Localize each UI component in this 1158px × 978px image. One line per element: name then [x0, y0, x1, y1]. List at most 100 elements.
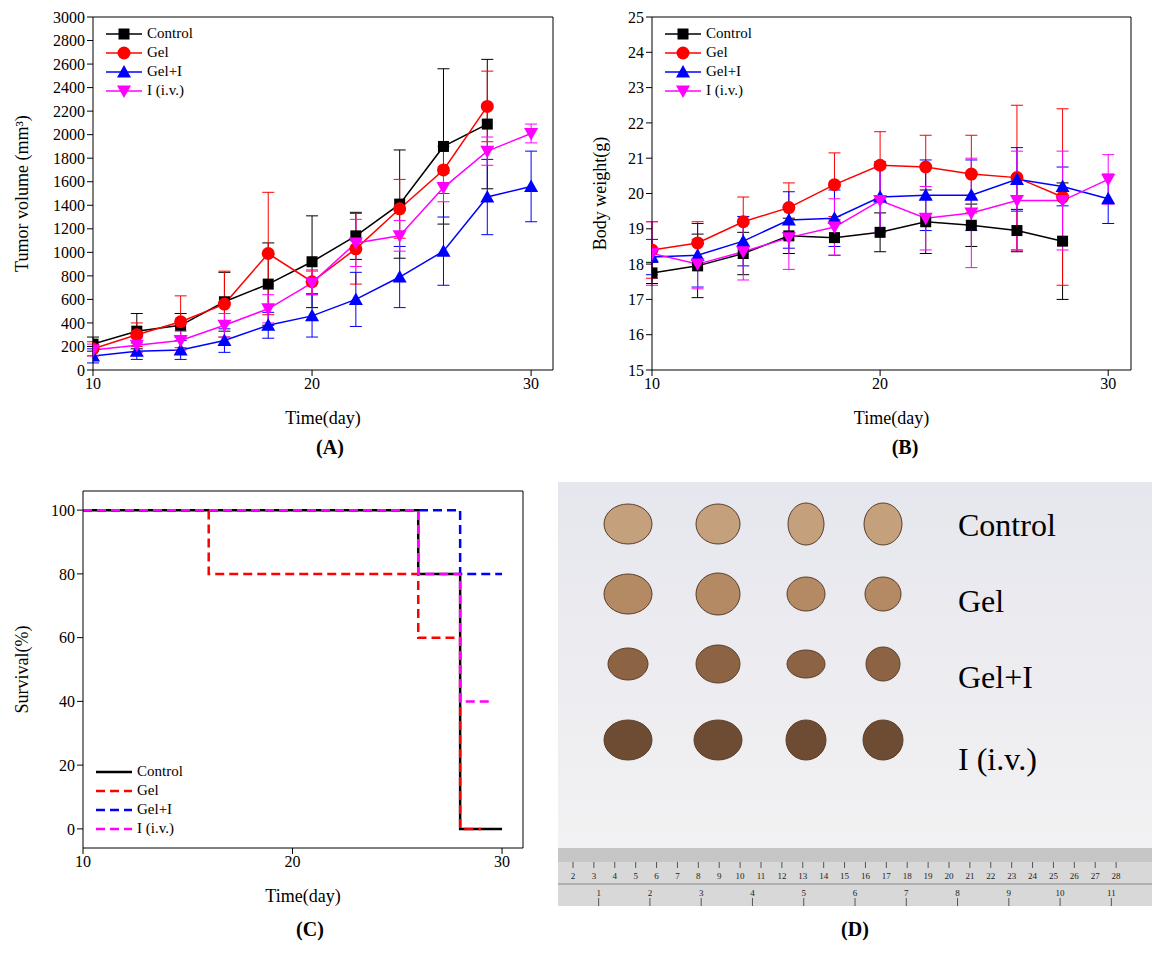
svg-text:15: 15	[840, 871, 850, 881]
svg-text:17: 17	[628, 291, 644, 308]
svg-text:8: 8	[955, 888, 960, 898]
html-text:(D): (D)	[841, 918, 869, 940]
svg-text:2: 2	[571, 871, 576, 881]
svg-text:28: 28	[1112, 871, 1122, 881]
svg-text:11: 11	[1107, 888, 1116, 898]
svg-text:Time(day): Time(day)	[265, 886, 340, 907]
svg-text:22: 22	[986, 871, 995, 881]
svg-text:19: 19	[924, 871, 934, 881]
html-text:I (i.v.): I (i.v.)	[147, 82, 184, 98]
svg-text:25: 25	[1049, 871, 1059, 881]
svg-text:16: 16	[861, 871, 871, 881]
svg-text:I (i.v.): I (i.v.)	[958, 741, 1037, 777]
svg-text:9: 9	[717, 871, 722, 881]
svg-text:600: 600	[61, 291, 85, 308]
svg-text:19: 19	[628, 220, 644, 237]
html-text:Control: Control	[706, 25, 752, 41]
svg-text:2600: 2600	[53, 56, 85, 73]
svg-text:Survival(%): Survival(%)	[12, 626, 33, 714]
svg-text:23: 23	[1007, 871, 1017, 881]
svg-text:9: 9	[1007, 888, 1012, 898]
svg-text:2400: 2400	[53, 79, 85, 96]
svg-text:8: 8	[696, 871, 701, 881]
svg-text:400: 400	[61, 315, 85, 332]
svg-text:20: 20	[304, 375, 320, 392]
svg-text:15: 15	[628, 362, 644, 379]
svg-text:2800: 2800	[53, 32, 85, 49]
svg-text:23: 23	[628, 79, 644, 96]
svg-text:30: 30	[494, 853, 510, 870]
svg-text:3000: 3000	[53, 9, 85, 26]
svg-text:10: 10	[736, 871, 746, 881]
svg-text:10: 10	[75, 853, 91, 870]
svg-text:20: 20	[285, 853, 301, 870]
svg-text:1000: 1000	[53, 244, 85, 261]
svg-text:5: 5	[801, 888, 806, 898]
svg-text:0: 0	[67, 821, 75, 838]
svg-text:80: 80	[59, 566, 75, 583]
svg-text:200: 200	[61, 338, 85, 355]
svg-text:10: 10	[85, 375, 101, 392]
svg-text:21: 21	[628, 150, 644, 167]
svg-text:3: 3	[699, 888, 704, 898]
svg-text:26: 26	[1070, 871, 1080, 881]
svg-text:20: 20	[872, 375, 888, 392]
svg-text:25: 25	[628, 9, 644, 26]
svg-text:22: 22	[628, 115, 644, 132]
svg-text:2: 2	[648, 888, 653, 898]
svg-text:1200: 1200	[53, 220, 85, 237]
svg-text:11: 11	[757, 871, 766, 881]
svg-text:100: 100	[51, 502, 75, 519]
svg-text:10: 10	[644, 375, 660, 392]
svg-text:1600: 1600	[53, 173, 85, 190]
html-text:Control: Control	[147, 25, 193, 41]
svg-text:12: 12	[777, 871, 786, 881]
svg-text:40: 40	[59, 693, 75, 710]
html-text:Gel: Gel	[706, 44, 728, 60]
svg-text:14: 14	[819, 871, 829, 881]
svg-text:18: 18	[903, 871, 913, 881]
svg-text:Time(day): Time(day)	[854, 408, 929, 429]
svg-text:13: 13	[798, 871, 808, 881]
svg-text:5: 5	[633, 871, 638, 881]
svg-text:7: 7	[675, 871, 680, 881]
svg-text:Body weight(g): Body weight(g)	[590, 137, 611, 250]
svg-text:3: 3	[592, 871, 597, 881]
svg-text:Gel: Gel	[958, 583, 1004, 619]
svg-text:20: 20	[628, 185, 644, 202]
svg-text:1400: 1400	[53, 197, 85, 214]
svg-text:800: 800	[61, 268, 85, 285]
svg-text:Control: Control	[958, 507, 1056, 543]
svg-text:0: 0	[77, 362, 85, 379]
svg-text:Tumor volume (mm³): Tumor volume (mm³)	[12, 115, 33, 272]
svg-text:10: 10	[1056, 888, 1066, 898]
svg-text:7: 7	[904, 888, 909, 898]
svg-text:Gel+I: Gel+I	[958, 659, 1033, 695]
svg-text:4: 4	[613, 871, 618, 881]
svg-text:17: 17	[882, 871, 892, 881]
svg-text:2000: 2000	[53, 126, 85, 143]
svg-text:Time(day): Time(day)	[285, 408, 360, 429]
html-text:(B): (B)	[891, 436, 919, 458]
svg-text:30: 30	[1100, 375, 1116, 392]
svg-text:21: 21	[965, 871, 974, 881]
html-text:(A): (A)	[316, 436, 344, 458]
svg-text:27: 27	[1091, 871, 1101, 881]
html-text:Gel: Gel	[147, 44, 169, 60]
html-text:(C): (C)	[296, 918, 324, 940]
svg-text:16: 16	[628, 326, 644, 343]
svg-text:2200: 2200	[53, 103, 85, 120]
svg-text:24: 24	[628, 44, 644, 61]
svg-text:24: 24	[1028, 871, 1038, 881]
svg-text:20: 20	[945, 871, 955, 881]
svg-text:1800: 1800	[53, 150, 85, 167]
html-text:Gel+I: Gel+I	[147, 63, 183, 79]
svg-text:6: 6	[654, 871, 659, 881]
svg-text:30: 30	[523, 375, 539, 392]
svg-text:20: 20	[59, 757, 75, 774]
svg-text:1: 1	[596, 888, 601, 898]
svg-text:6: 6	[853, 888, 858, 898]
svg-text:4: 4	[750, 888, 755, 898]
svg-text:60: 60	[59, 629, 75, 646]
svg-text:18: 18	[628, 256, 644, 273]
